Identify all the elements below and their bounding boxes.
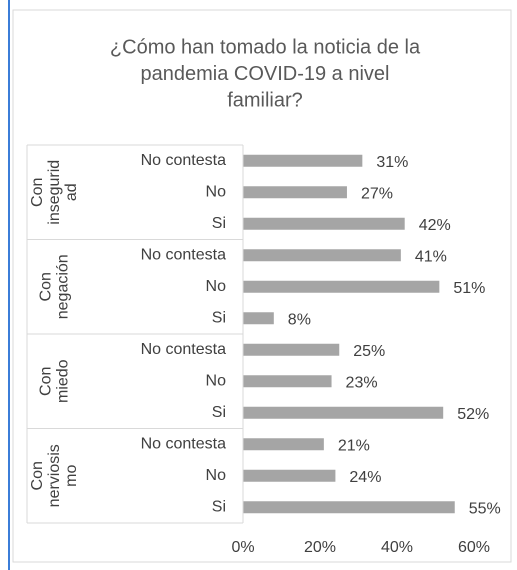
bar <box>243 217 405 230</box>
x-tick-label: 40% <box>381 539 413 556</box>
chart-title: familiar? <box>227 89 303 111</box>
group-label: Con <box>38 272 55 301</box>
value-label: 8% <box>288 311 311 328</box>
bar <box>243 501 455 514</box>
bar <box>243 343 340 356</box>
chart-frame <box>12 9 512 563</box>
group-label: nerviosis <box>46 444 63 507</box>
group-label: negación <box>55 254 72 319</box>
group-label: miedo <box>55 359 72 403</box>
value-label: 27% <box>361 185 393 202</box>
value-label: 24% <box>349 469 381 486</box>
value-label: 51% <box>453 280 485 297</box>
value-label: 55% <box>469 500 501 517</box>
bar <box>243 154 363 167</box>
bar <box>243 280 440 293</box>
category-label: No contesta <box>141 152 226 169</box>
category-label: No <box>206 183 227 200</box>
value-label: 41% <box>415 248 447 265</box>
group-label: Con <box>38 367 55 396</box>
category-label: No <box>206 372 227 389</box>
category-label: Si <box>212 498 226 515</box>
bar <box>243 438 324 451</box>
category-label: No contesta <box>141 341 226 358</box>
bar <box>243 312 274 325</box>
value-label: 23% <box>346 374 378 391</box>
bar <box>243 406 444 419</box>
group-label: mo <box>63 465 80 487</box>
category-label: No <box>206 278 227 295</box>
bar <box>243 186 347 199</box>
group-label: ad <box>63 183 80 201</box>
category-label: Si <box>212 404 226 421</box>
x-tick-label: 20% <box>304 539 336 556</box>
category-label: Si <box>212 309 226 326</box>
category-label: No contesta <box>141 246 226 263</box>
category-label: Si <box>212 215 226 232</box>
group-label: Con <box>29 461 46 490</box>
value-label: 31% <box>376 154 408 171</box>
value-label: 25% <box>353 343 385 360</box>
chart-title: ¿Cómo han tomado la noticia de la <box>110 36 421 58</box>
category-label: No <box>206 467 227 484</box>
group-label: insegurid <box>46 160 63 225</box>
bar <box>243 469 336 482</box>
value-label: 42% <box>419 217 451 234</box>
value-label: 21% <box>338 437 370 454</box>
x-tick-label: 0% <box>231 539 254 556</box>
value-label: 52% <box>457 406 489 423</box>
bar <box>243 375 332 388</box>
bar <box>243 249 401 262</box>
category-label: No contesta <box>141 435 226 452</box>
group-label: Con <box>29 178 46 207</box>
x-tick-label: 60% <box>458 539 490 556</box>
chart-title: pandemia COVID-19 a nivel <box>140 63 389 85</box>
